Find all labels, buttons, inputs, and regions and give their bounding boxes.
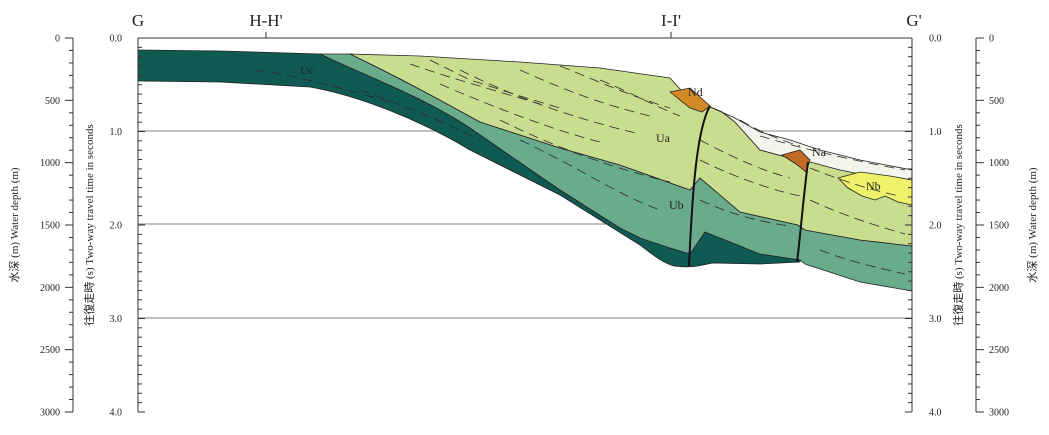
axis-ticks: 0 500 1000 1500 2000 2500 3000 0 500 1000 1500 2000… bbox=[40, 32, 1009, 419]
reflector-8 bbox=[459, 69, 641, 135]
location-label-g: G bbox=[132, 11, 144, 30]
reflector-12 bbox=[699, 139, 791, 179]
unit-label-uc: Uc bbox=[300, 63, 314, 77]
unit-labels: Uc Ua Ub Nd Na Nb bbox=[300, 63, 881, 212]
unit-label-ua: Ua bbox=[656, 131, 671, 145]
reflector-16 bbox=[819, 249, 906, 275]
location-label-g-prime: G' bbox=[906, 11, 921, 30]
depth-tick-label: 2000 bbox=[40, 283, 60, 294]
right-outer-axis-title: 水深 (m) Water depth (m) bbox=[1026, 167, 1039, 283]
location-label-i: I-I' bbox=[661, 11, 681, 30]
depth-tick-label: 500 bbox=[989, 96, 1004, 107]
left-outer-axis-title: 水深 (m) Water depth (m) bbox=[8, 167, 21, 283]
twt-tick-label: 4.0 bbox=[929, 408, 942, 419]
depth-tick-label: 2500 bbox=[40, 345, 60, 356]
internal-reflectors bbox=[254, 59, 906, 275]
fault-1 bbox=[688, 105, 711, 267]
depth-tick-label: 1000 bbox=[989, 158, 1009, 169]
reflector-15 bbox=[809, 199, 906, 235]
reflector-3 bbox=[409, 63, 541, 105]
twt-tick-label: 4.0 bbox=[110, 408, 123, 419]
location-labels: G H-H' I-I' G' bbox=[132, 11, 922, 30]
location-label-h: H-H' bbox=[249, 11, 282, 30]
unit-label-ub: Ub bbox=[669, 198, 684, 212]
reflector-19 bbox=[759, 135, 906, 171]
reflector-7 bbox=[429, 59, 561, 109]
depth-tick-label: 500 bbox=[45, 96, 60, 107]
geology-layers bbox=[137, 49, 913, 292]
unit-label-nd: Nd bbox=[688, 85, 703, 99]
reflector-11 bbox=[599, 79, 681, 117]
depth-tick-label: 1500 bbox=[989, 221, 1009, 232]
depth-tick-label: 2500 bbox=[989, 345, 1009, 356]
unit-label-nb: Nb bbox=[866, 179, 881, 193]
reflector-5 bbox=[499, 119, 671, 183]
fault-2 bbox=[796, 161, 809, 263]
twt-tick-label: 0.0 bbox=[929, 34, 942, 45]
reflector-2 bbox=[359, 89, 481, 141]
depth-tick-label: 0 bbox=[989, 34, 994, 45]
reflector-10 bbox=[559, 65, 671, 109]
faults bbox=[688, 105, 809, 267]
depth-tick-label: 2000 bbox=[989, 283, 1009, 294]
reflector-18 bbox=[809, 167, 901, 197]
right-inner-axis-title: 往復走時 (s) Two-way travel time in seconds bbox=[951, 124, 965, 325]
twt-tick-label: 2.0 bbox=[110, 221, 123, 232]
reflector-4 bbox=[439, 83, 601, 143]
twt-tick-label: 0.0 bbox=[110, 34, 123, 45]
reflector-17 bbox=[739, 119, 801, 147]
depth-tick-label: 3000 bbox=[989, 408, 1009, 419]
depth-tick-label: 0 bbox=[55, 34, 60, 45]
unit-label-na: Na bbox=[812, 145, 827, 159]
twt-tick-label: 3.0 bbox=[110, 314, 123, 325]
depth-tick-label: 3000 bbox=[40, 408, 60, 419]
twt-tick-label: 1.0 bbox=[929, 127, 942, 138]
twt-tick-label: 2.0 bbox=[929, 221, 942, 232]
twt-tick-label: 3.0 bbox=[929, 314, 942, 325]
reflector-13 bbox=[699, 159, 801, 197]
reflector-6 bbox=[519, 139, 661, 211]
unit-nb-layer bbox=[837, 171, 913, 206]
reflector-14 bbox=[699, 199, 791, 227]
reflector-9 bbox=[519, 69, 651, 117]
depth-tick-label: 1500 bbox=[40, 221, 60, 232]
unit-nd-layer bbox=[669, 87, 711, 113]
twt-tick-label: 1.0 bbox=[110, 127, 123, 138]
reflector-1 bbox=[254, 69, 391, 103]
left-inner-axis-title: 往復走時 (s) Two-way travel time in seconds bbox=[82, 124, 96, 325]
depth-tick-label: 1000 bbox=[40, 158, 60, 169]
